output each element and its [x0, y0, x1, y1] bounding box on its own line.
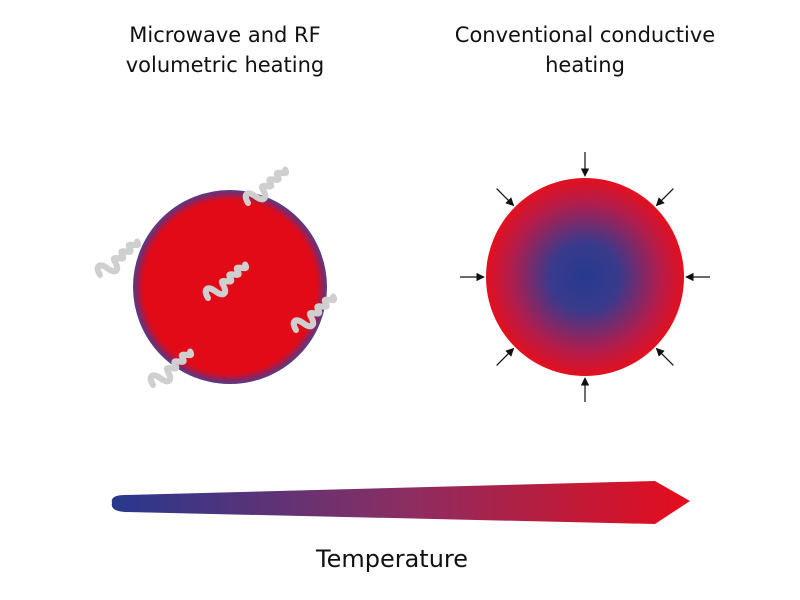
- heat-arrows: [460, 152, 710, 402]
- panel-title: Microwave and RF: [129, 23, 320, 47]
- panel-title: Conventional conductive: [455, 23, 715, 47]
- conductive-sphere: [486, 178, 684, 376]
- legend-label: Temperature: [315, 545, 468, 573]
- temperature-bar: [111, 481, 690, 524]
- panel-title: volumetric heating: [126, 53, 325, 77]
- panel-title: heating: [545, 53, 625, 77]
- heat-arrow: [496, 188, 515, 207]
- heat-arrow: [496, 347, 515, 366]
- heat-arrow: [655, 347, 674, 366]
- heat-arrow: [655, 188, 674, 207]
- volumetric-sphere: [133, 190, 327, 384]
